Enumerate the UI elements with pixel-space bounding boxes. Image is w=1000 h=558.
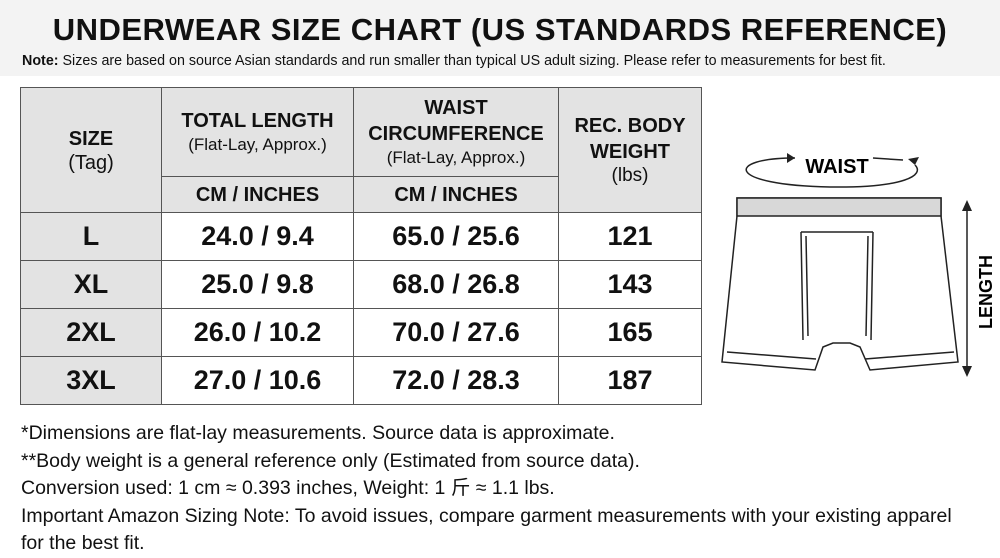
footnotes: *Dimensions are flat-lay measurements. S… xyxy=(21,420,971,558)
arrow-head xyxy=(787,153,795,163)
unit-cell: CM / INCHES xyxy=(353,176,559,213)
table-body: L 24.0 / 9.4 65.0 / 25.6 121 XL 25.0 / 9.8 68.… xyxy=(20,212,702,405)
header-cell: SIZE (Tag) xyxy=(20,87,162,213)
value-cell: 65.0 / 25.6 xyxy=(353,212,559,261)
header-subtitle: (Tag) xyxy=(68,152,114,174)
table-row: XL 25.0 / 9.8 68.0 / 26.8 143 xyxy=(20,260,702,309)
note-label: Note: xyxy=(22,53,59,69)
size-cell: 2XL xyxy=(20,308,162,357)
arrow-head xyxy=(908,157,919,165)
table-row: L 24.0 / 9.4 65.0 / 25.6 121 xyxy=(20,212,702,261)
footnote: Important Amazon Sizing Note: To avoid i… xyxy=(21,504,952,555)
size-cell: L xyxy=(20,212,162,261)
value-cell: 68.0 / 26.8 xyxy=(353,260,559,309)
header-subtitle: (Flat-Lay, Approx.) xyxy=(386,148,526,167)
note-text: Sizes are based on source Asian standard… xyxy=(62,53,886,69)
length-label: LENGTH xyxy=(976,255,996,329)
header-cell: TOTAL LENGTH (Flat-Lay, Approx.) xyxy=(161,87,354,177)
footnote: **Body weight is a general reference onl… xyxy=(21,449,640,472)
shorts xyxy=(721,197,959,371)
title: UNDERWEAR SIZE CHART (US STANDARDS REFER… xyxy=(52,12,948,47)
waist-arrow xyxy=(745,157,919,188)
value-cell: 143 xyxy=(558,260,702,309)
header-band xyxy=(0,0,1000,76)
header-title: SIZE xyxy=(68,128,114,150)
header-cell: WAIST CIRCUMFERENCE (Flat-Lay, Approx.) xyxy=(353,87,559,177)
value-cell: 121 xyxy=(558,212,702,261)
value-cell: 27.0 / 10.6 xyxy=(161,356,354,405)
header-subtitle: (Flat-Lay, Approx.) xyxy=(188,135,327,154)
table-row: 3XL 27.0 / 10.6 72.0 / 28.3 187 xyxy=(20,356,702,405)
size-table: SIZE (Tag) TOTAL LENGTH (Flat-Lay, Approx.… xyxy=(20,87,702,405)
value-cell: 25.0 / 9.8 xyxy=(161,260,354,309)
header-title: TOTAL LENGTH xyxy=(181,110,334,132)
value-cell: 24.0 / 9.4 xyxy=(161,212,354,261)
value-cell: 165 xyxy=(558,308,702,357)
value-cell: 26.0 / 10.2 xyxy=(161,308,354,357)
size-cell: XL xyxy=(20,260,162,309)
arrow-head xyxy=(962,366,972,377)
value-cell: 187 xyxy=(558,356,702,405)
footnote: Conversion used: 1 cm ≈ 0.393 inches, We… xyxy=(21,477,555,499)
note: Note: Sizes are based on source Asian st… xyxy=(22,53,886,69)
header-cell: REC. BODY WEIGHT (lbs) xyxy=(558,87,702,213)
diagram: WAIST LENGTH xyxy=(721,153,996,377)
footnote: *Dimensions are flat-lay measurements. S… xyxy=(21,422,615,444)
table-row: 2XL 26.0 / 10.2 70.0 / 27.6 165 xyxy=(20,308,702,357)
header-title: WAIST CIRCUMFERENCE xyxy=(368,97,544,145)
arrow-head xyxy=(962,200,972,211)
unit-cell: CM / INCHES xyxy=(161,176,354,213)
value-cell: 70.0 / 27.6 xyxy=(353,308,559,357)
size-cell: 3XL xyxy=(20,356,162,405)
waist-label: WAIST xyxy=(805,156,868,178)
header-title: REC. BODY WEIGHT xyxy=(574,115,686,163)
header-subtitle: (lbs) xyxy=(611,165,649,186)
value-cell: 72.0 / 28.3 xyxy=(353,356,559,405)
